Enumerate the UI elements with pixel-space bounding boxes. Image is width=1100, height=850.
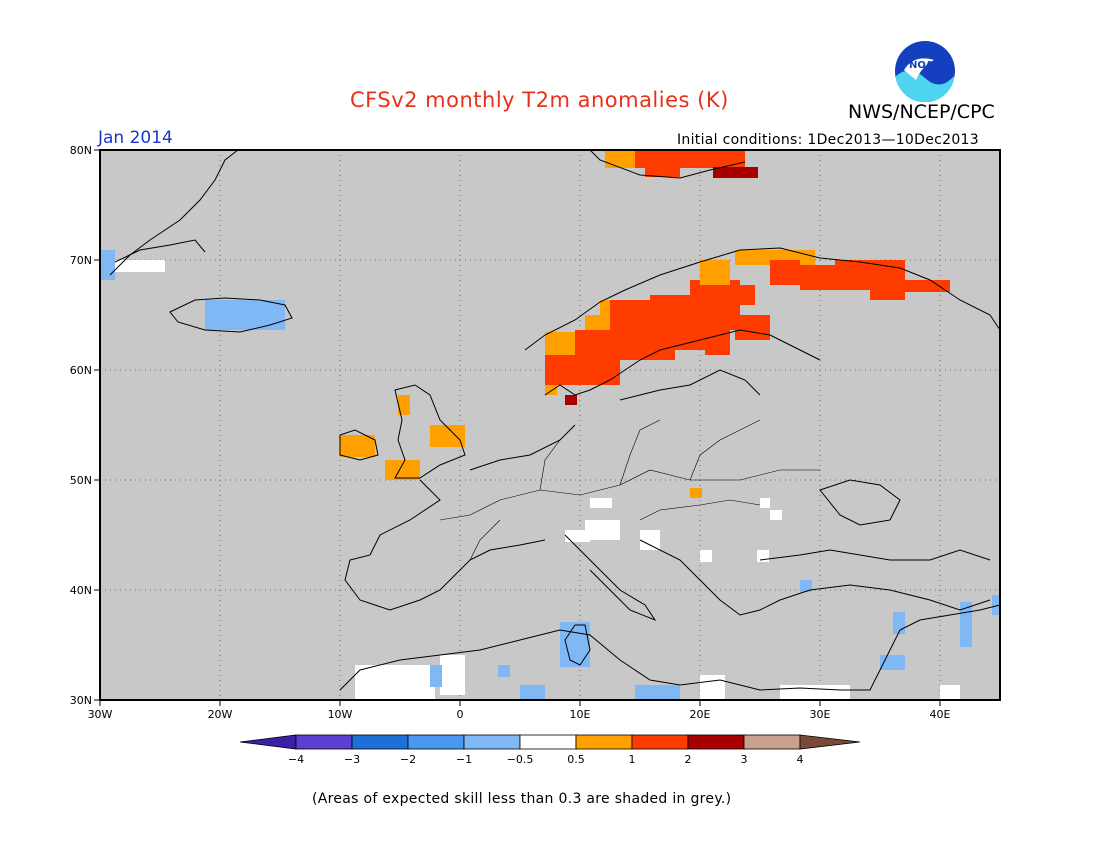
- initial-conditions: Initial conditions: 1Dec2013—10Dec2013: [677, 132, 979, 148]
- colorbar-label: −4: [288, 753, 304, 766]
- borders: [439, 419, 820, 561]
- map-frame: [99, 149, 1001, 701]
- noaa-logo: NOAA: [894, 40, 956, 103]
- colorbar-label: −1: [456, 753, 472, 766]
- lat-tick-label: 50N: [70, 474, 92, 487]
- colorbar-label: 4: [797, 753, 804, 766]
- lon-tick-label: 20E: [690, 708, 711, 721]
- colorbar-segment: [743, 734, 801, 750]
- colorbar-label: −2: [400, 753, 416, 766]
- lon-tick-label: 30E: [810, 708, 831, 721]
- colorbar-segment: [407, 734, 465, 750]
- colorbar-label: 1: [629, 753, 636, 766]
- forecast-month: Jan 2014: [98, 128, 173, 148]
- lat-tick-label: 80N: [70, 144, 92, 157]
- chart-title: CFSv2 monthly T2m anomalies (K): [350, 88, 729, 112]
- lon-tick-label: 10E: [570, 708, 591, 721]
- colorbar-segment: [575, 734, 633, 750]
- colorbar-segment: [295, 734, 353, 750]
- coastlines: [109, 149, 1001, 691]
- colorbar-label: 3: [741, 753, 748, 766]
- colorbar-label: −0.5: [507, 753, 534, 766]
- colorbar-segment: [631, 734, 689, 750]
- colorbar-arrow-right: [799, 734, 861, 750]
- lon-tick-label: 40E: [930, 708, 951, 721]
- lat-tick-label: 70N: [70, 254, 92, 267]
- colorbar-label: 2: [685, 753, 692, 766]
- lat-tick-label: 60N: [70, 364, 92, 377]
- map-background: [100, 150, 1000, 700]
- colorbar-label: 0.5: [567, 753, 585, 766]
- lon-tick-label: 20W: [208, 708, 233, 721]
- lat-tick-label: 40N: [70, 584, 92, 597]
- colorbar-label: −3: [344, 753, 360, 766]
- lat-tick-label: 30N: [70, 694, 92, 707]
- organization-label: NWS/NCEP/CPC: [848, 101, 995, 123]
- footnote: (Areas of expected skill less than 0.3 a…: [312, 791, 732, 807]
- lon-tick-label: 0: [457, 708, 464, 721]
- colorbar: [239, 734, 861, 750]
- anomaly-cells: [100, 150, 1000, 700]
- colorbar-segment: [463, 734, 521, 750]
- lon-tick-label: 10W: [328, 708, 353, 721]
- colorbar-segment: [687, 734, 745, 750]
- logo-text: NOAA: [909, 60, 941, 71]
- colorbar-segment: [351, 734, 409, 750]
- lon-tick-label: 30W: [88, 708, 113, 721]
- colorbar-arrow-left: [239, 734, 297, 750]
- colorbar-segment: [519, 734, 577, 750]
